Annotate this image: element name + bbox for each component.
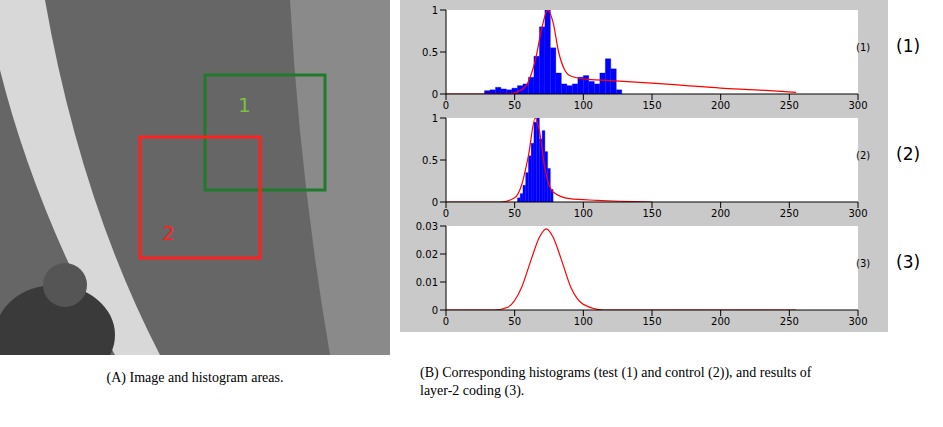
svg-text:0.5: 0.5	[422, 47, 438, 58]
svg-text:100: 100	[574, 100, 593, 111]
svg-text:100: 100	[574, 316, 593, 327]
html-text:(3): (3)	[856, 258, 871, 269]
html-text:(3): (3)	[896, 252, 921, 272]
svg-text:0: 0	[432, 197, 438, 208]
svg-text:300: 300	[848, 208, 867, 219]
svg-text:200: 200	[711, 316, 730, 327]
svg-text:0.02: 0.02	[416, 249, 438, 260]
svg-text:300: 300	[848, 316, 867, 327]
svg-text:0.01: 0.01	[416, 277, 438, 288]
svg-text:50: 50	[508, 316, 521, 327]
svg-text:0: 0	[443, 208, 449, 219]
svg-text:100: 100	[574, 208, 593, 219]
svg-text:0: 0	[432, 305, 438, 316]
svg-text:0: 0	[443, 100, 449, 111]
html-text:(2): (2)	[856, 150, 871, 161]
svg-text:0.5: 0.5	[422, 155, 438, 166]
html-text:(2): (2)	[896, 144, 921, 164]
html-text:(B) Corresponding histograms (: (B) Corresponding histograms (test (1) a…	[420, 365, 812, 398]
svg-text:0.03: 0.03	[416, 221, 438, 232]
svg-text:1: 1	[238, 93, 251, 117]
svg-text:250: 250	[780, 208, 799, 219]
svg-text:250: 250	[780, 100, 799, 111]
svg-text:0: 0	[443, 316, 449, 327]
svg-text:50: 50	[508, 208, 521, 219]
svg-text:2: 2	[162, 221, 175, 245]
svg-text:150: 150	[642, 208, 661, 219]
svg-text:200: 200	[711, 100, 730, 111]
svg-text:50: 50	[508, 100, 521, 111]
svg-text:0: 0	[432, 89, 438, 100]
svg-text:200: 200	[711, 208, 730, 219]
svg-text:250: 250	[780, 316, 799, 327]
html-text:(1): (1)	[896, 36, 921, 56]
svg-text:1: 1	[432, 113, 438, 124]
html-text:(A) Image and histogram areas.: (A) Image and histogram areas.	[106, 370, 284, 385]
svg-text:150: 150	[642, 316, 661, 327]
html-text:(1): (1)	[856, 42, 871, 53]
svg-text:1: 1	[432, 5, 438, 16]
svg-text:150: 150	[642, 100, 661, 111]
svg-text:300: 300	[848, 100, 867, 111]
